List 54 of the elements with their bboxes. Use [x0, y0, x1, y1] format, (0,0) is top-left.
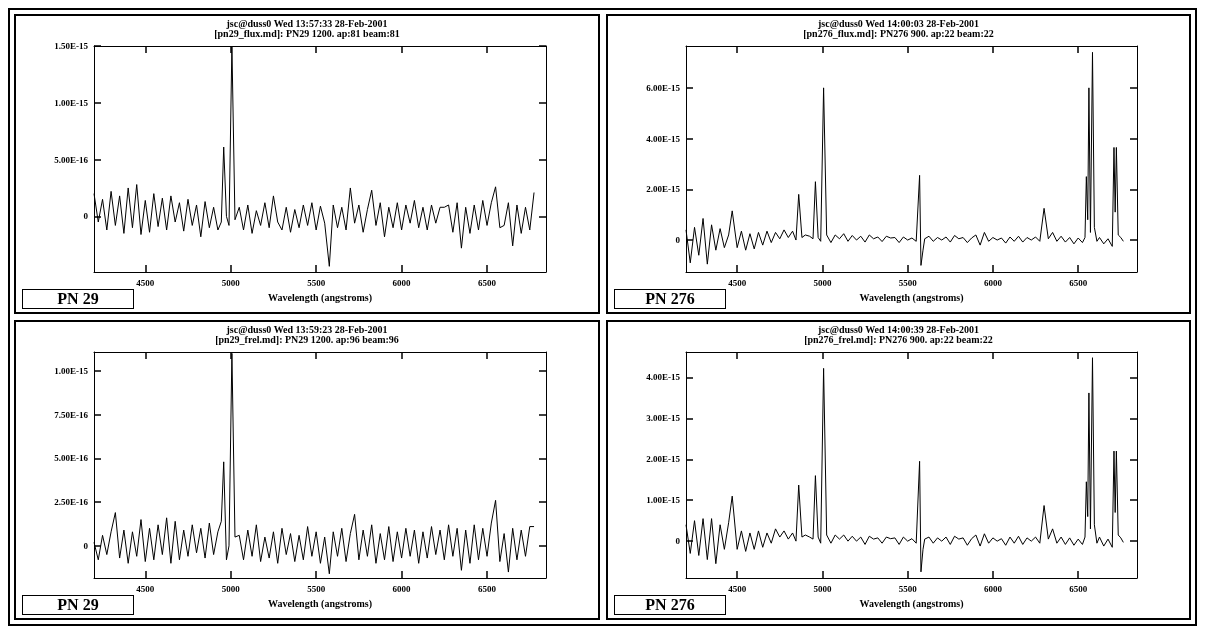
- x-tick-label: 5500: [898, 277, 918, 288]
- x-axis-title: Wavelength (angstroms): [859, 597, 964, 610]
- chart-title: jsc@duss0 Wed 14:00:03 28-Feb-2001: [816, 17, 980, 29]
- y-tick-label: 5.00E-16: [54, 154, 89, 165]
- chart-subtitle: [pn276_frel.md]: PN276 900. ap:22 beam:22: [804, 333, 993, 345]
- x-tick-label: 5000: [813, 277, 832, 288]
- y-tick-label: 2.00E-15: [646, 454, 681, 465]
- x-axis-title: Wavelength (angstroms): [859, 291, 964, 304]
- chart-subtitle: [pn29_flux.md]: PN29 1200. ap:81 beam:81: [214, 27, 400, 39]
- y-tick-label: 1.00E-15: [646, 495, 681, 506]
- y-tick-label: 0: [675, 536, 681, 547]
- y-tick-label: 6.00E-15: [646, 82, 681, 93]
- y-tick-label: 4.00E-15: [646, 372, 681, 383]
- x-tick-label: 5500: [307, 277, 326, 288]
- chart-title: jsc@duss0 Wed 13:57:33 28-Feb-2001: [225, 17, 388, 29]
- x-tick-label: 4500: [136, 583, 155, 594]
- y-tick-label: 5.00E-16: [54, 453, 89, 464]
- y-tick-label: 0: [83, 211, 89, 222]
- y-tick-label: 2.00E-15: [646, 184, 681, 195]
- x-tick-label: 6000: [392, 583, 412, 594]
- text: PN 276: [614, 289, 726, 309]
- x-tick-label: 5500: [898, 583, 918, 594]
- text: PN 29: [22, 289, 134, 309]
- y-tick-label: 0: [675, 235, 681, 246]
- x-tick-label: 5000: [221, 277, 241, 288]
- text: PN 276: [614, 595, 726, 615]
- x-axis-title: Wavelength (angstroms): [268, 291, 372, 304]
- x-tick-label: 6500: [1069, 277, 1088, 288]
- chart-subtitle: [pn29_frel.md]: PN29 1200. ap:96 beam:96: [215, 333, 399, 345]
- x-tick-label: 5000: [813, 583, 832, 594]
- x-tick-label: 6000: [983, 583, 1003, 594]
- y-tick-label: 7.50E-16: [54, 409, 89, 420]
- y-tick-label: 1.00E-15: [54, 365, 89, 376]
- x-tick-label: 5500: [307, 583, 326, 594]
- text: PN 29: [22, 595, 134, 615]
- y-tick-label: 3.00E-15: [646, 413, 681, 424]
- y-tick-label: 2.50E-16: [54, 497, 89, 508]
- x-axis-title: Wavelength (angstroms): [268, 597, 372, 610]
- chart-subtitle: [pn276_flux.md]: PN276 900. ap:22 beam:22: [803, 27, 994, 39]
- x-tick-label: 6000: [392, 277, 412, 288]
- chart-title: jsc@duss0 Wed 14:00:39 28-Feb-2001: [816, 323, 980, 335]
- x-tick-label: 6000: [983, 277, 1003, 288]
- x-tick-label: 6500: [478, 583, 497, 594]
- x-tick-label: 6500: [478, 277, 497, 288]
- x-tick-label: 6500: [1069, 583, 1088, 594]
- y-tick-label: 4.00E-15: [646, 133, 681, 144]
- chart-title: jsc@duss0 Wed 13:59:23 28-Feb-2001: [225, 323, 388, 335]
- y-tick-label: 0: [83, 540, 89, 551]
- y-tick-label: 1.00E-15: [54, 97, 89, 108]
- x-tick-label: 4500: [136, 277, 155, 288]
- x-tick-label: 4500: [728, 277, 747, 288]
- y-tick-label: 1.50E-15: [54, 41, 89, 51]
- x-tick-label: 4500: [728, 583, 747, 594]
- x-tick-label: 5000: [221, 583, 241, 594]
